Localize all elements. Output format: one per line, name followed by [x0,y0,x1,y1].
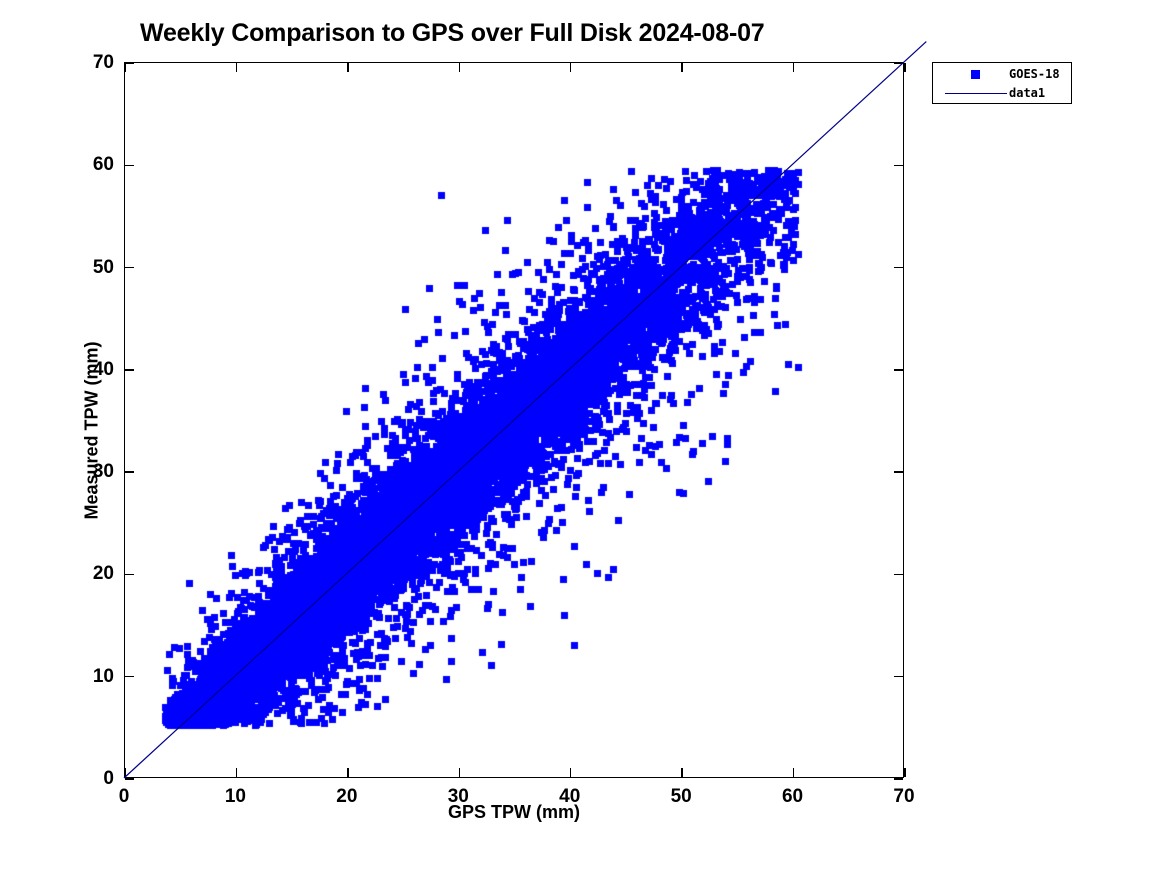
y-tick-20 [125,573,134,576]
y-tick-70 [125,62,134,64]
y-tick-60 [894,164,903,166]
x-tick-40 [570,768,572,777]
x-tick-70 [904,63,906,72]
y-tick-label-60: 60 [92,154,114,176]
y-tick-0 [125,778,134,780]
x-tick-30 [458,768,460,777]
y-tick-60 [125,164,134,166]
x-tick-50 [681,768,683,777]
x-tick-label-30: 30 [447,786,469,807]
x-tick-40 [570,63,572,72]
x-tick-label-50: 50 [670,786,692,807]
legend-square-marker-icon [971,70,980,79]
x-tick-10 [235,768,238,777]
x-tick-label-40: 40 [559,786,581,807]
x-tick-20 [347,768,349,777]
y-tick-label-30: 30 [92,461,114,483]
y-tick-10 [894,676,903,678]
y-tick-label-70: 70 [92,52,114,73]
y-tick-label-10: 10 [92,665,114,687]
y-tick-30 [894,471,903,473]
scatter-series-goes18 [125,63,903,777]
x-tick-0 [124,63,126,72]
x-tick-50 [681,63,683,72]
y-tick-10 [125,676,134,678]
x-tick-0 [124,768,126,777]
y-tick-label-0: 0 [103,768,114,789]
legend-entry-data1: data1 [933,83,1071,103]
legend-label-goes18: GOES-18 [1009,67,1060,81]
legend-line-marker-icon [945,93,1007,95]
x-tick-30 [458,63,460,72]
y-tick-label-50: 50 [92,256,114,278]
x-tick-60 [792,768,795,777]
plot-area [124,62,906,780]
legend-entry-goes18: GOES-18 [933,64,1071,84]
x-axis-label: GPS TPW (mm) [447,802,580,822]
page-title: Weekly Comparison to GPS over Full Disk … [140,19,765,47]
x-tick-label-60: 60 [781,786,804,807]
x-tick-10 [235,63,238,72]
legend-label-data1: data1 [1009,86,1046,100]
y-tick-70 [894,62,903,64]
y-axis-label: Measured TPW (mm) [81,341,102,520]
y-tick-0 [894,778,903,780]
y-tick-40 [125,369,134,371]
x-tick-label-70: 70 [893,786,915,807]
x-tick-label-20: 20 [336,786,358,807]
y-tick-50 [894,266,903,269]
plot-clip [125,63,903,777]
y-tick-20 [894,573,903,576]
y-tick-label-40: 40 [92,358,114,380]
y-tick-50 [125,266,134,269]
x-tick-20 [347,63,349,72]
x-tick-60 [792,63,795,72]
legend-box: GOES-18 data1 [932,62,1072,104]
y-tick-label-20: 20 [92,563,114,585]
x-tick-label-10: 10 [224,786,246,807]
x-tick-70 [904,768,906,777]
y-tick-40 [894,369,903,371]
x-tick-label-0: 0 [118,786,130,807]
y-tick-30 [125,471,134,473]
